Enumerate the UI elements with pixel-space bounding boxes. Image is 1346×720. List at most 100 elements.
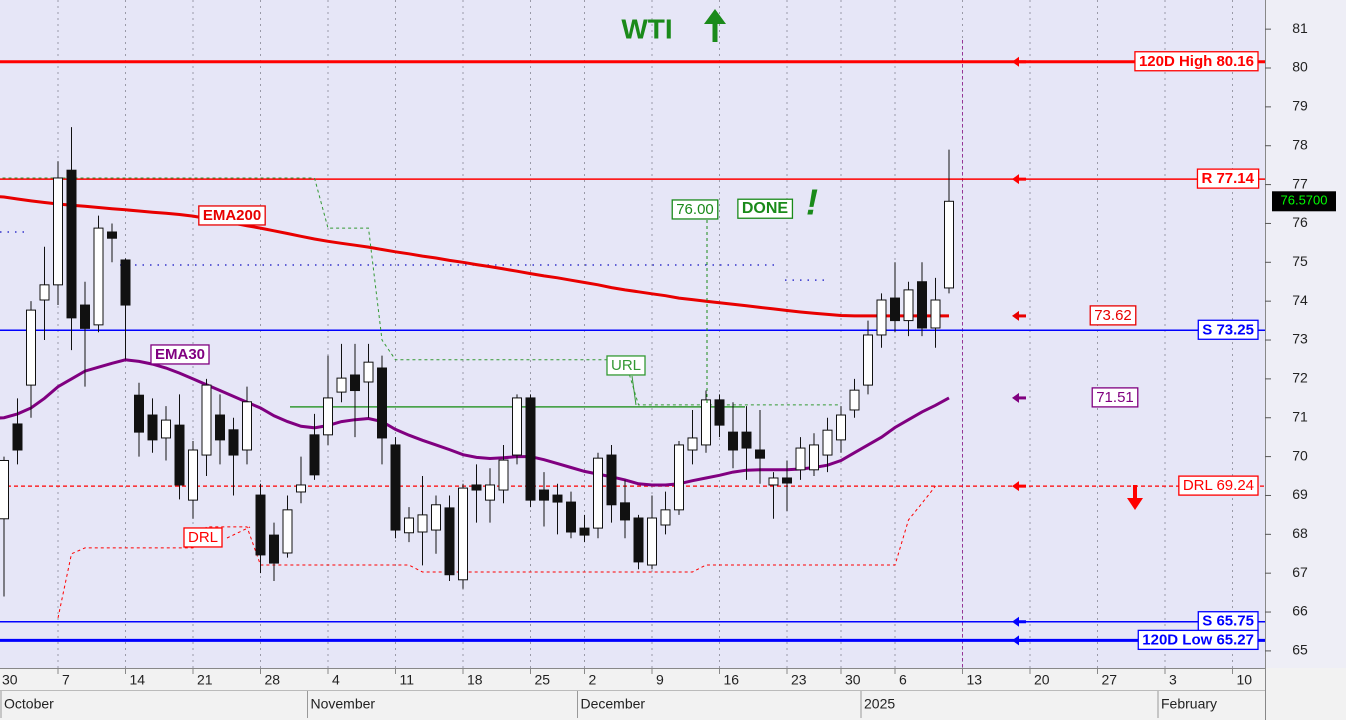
level-label: S 73.25 <box>1197 319 1259 340</box>
last-price-label: 76.5700 <box>1281 193 1328 208</box>
y-axis-background <box>1265 0 1346 668</box>
candle-body <box>890 297 900 322</box>
candle-body <box>390 444 401 531</box>
x-tick-label: 3 <box>1169 672 1177 688</box>
level-label-text: S 65.75 <box>1202 613 1254 630</box>
candle-body <box>471 484 482 491</box>
annotation-title: WTI <box>621 13 672 44</box>
series-end-label-text: 73.62 <box>1094 307 1132 324</box>
candle-body <box>147 414 158 441</box>
up-arrow-head <box>704 9 726 24</box>
y-tick-label: 67 <box>1292 564 1308 580</box>
y-tick-label: 74 <box>1292 292 1308 308</box>
series-line <box>0 358 950 487</box>
series-label-text: DRL <box>188 529 218 546</box>
candle-body <box>782 477 792 484</box>
candle-body <box>647 517 657 566</box>
candle-body <box>242 401 252 451</box>
last-price-box <box>1272 191 1336 212</box>
candle-body <box>39 284 50 301</box>
candle-body <box>566 501 576 533</box>
x-tick-label: 10 <box>1237 672 1253 688</box>
candle-body <box>201 384 212 456</box>
month-label: November <box>311 696 376 712</box>
candle-body <box>120 259 131 306</box>
level-arrow-head <box>1012 174 1019 185</box>
candle-body <box>660 509 671 526</box>
level-arrow-head <box>1012 635 1019 646</box>
series-end-label-text: 71.51 <box>1096 389 1134 406</box>
series-line <box>0 195 949 318</box>
candle-body <box>323 397 333 436</box>
y-tick-label: 79 <box>1292 98 1308 114</box>
series-label: URL <box>606 355 646 376</box>
down-arrow-head <box>1127 498 1143 510</box>
candle-body <box>431 504 441 531</box>
candle-body <box>417 514 428 533</box>
candle-body <box>552 494 563 503</box>
y-tick-label: 75 <box>1292 253 1308 269</box>
x-tick-label: 20 <box>1034 672 1050 688</box>
y-tick-label: 77 <box>1292 175 1308 191</box>
candle-body <box>134 394 144 433</box>
candle-body <box>768 477 779 486</box>
candle-body <box>620 502 630 521</box>
x-tick-label: 23 <box>791 672 807 688</box>
x-tick-label: 27 <box>1102 672 1118 688</box>
candle-body <box>701 399 711 446</box>
y-tick-label: 70 <box>1292 447 1308 463</box>
candle-body <box>53 177 63 286</box>
series-end-arrow-head <box>1012 392 1019 403</box>
candle-body <box>26 309 36 386</box>
annotation-mark: ! <box>806 182 818 223</box>
x-tick-label: 25 <box>535 672 551 688</box>
candle-body <box>579 527 590 536</box>
x-tick-label: 2 <box>589 672 597 688</box>
candle-body <box>512 397 522 456</box>
series-label-text: URL <box>611 357 641 374</box>
candle-body <box>633 517 644 563</box>
annotation-box-text: 76.00 <box>676 201 714 218</box>
x-tick-label: 6 <box>899 672 907 688</box>
level-label-text: S 73.25 <box>1202 321 1254 338</box>
annotation-box: 76.00 <box>671 199 719 220</box>
x-tick-label: 11 <box>400 672 415 688</box>
annotation-box-text: DONE <box>742 200 789 217</box>
drl-pointer <box>226 526 251 539</box>
candle-body <box>714 399 725 426</box>
candle-body <box>498 459 509 491</box>
annotation-box-box <box>671 199 719 220</box>
candle-body <box>215 414 225 441</box>
candle-body <box>944 200 954 289</box>
candle-body <box>606 454 617 506</box>
y-tick-label: 72 <box>1292 370 1308 386</box>
series-label-box <box>198 205 266 226</box>
candle-body <box>404 517 414 534</box>
level-label: 120D Low 65.27 <box>1137 629 1259 651</box>
x-tick-label: 4 <box>332 672 340 688</box>
x-tick-label: 9 <box>656 672 664 688</box>
level-label: S 65.75 <box>1197 611 1259 632</box>
candle-body <box>930 299 941 329</box>
plot-background <box>0 0 1265 668</box>
series-end-label: 73.62 <box>1089 305 1137 326</box>
candle-body <box>863 334 873 386</box>
candle-body <box>350 374 360 392</box>
candle-body <box>309 434 320 476</box>
level-label-text: DRL 69.24 <box>1183 477 1254 494</box>
series-label-box <box>183 527 223 548</box>
month-label: October <box>4 696 54 712</box>
candle-body <box>12 423 23 451</box>
annotation-box: DONE <box>737 198 794 219</box>
candle-body <box>363 361 374 383</box>
series-label-box <box>150 344 210 365</box>
series-label-box <box>606 355 646 376</box>
level-label-box <box>1134 51 1259 72</box>
series-line <box>0 177 841 406</box>
candle-body <box>903 289 914 322</box>
x-axis-background <box>0 668 1346 720</box>
candle-body <box>296 484 306 493</box>
candle-body <box>728 431 738 451</box>
month-label: December <box>581 696 646 712</box>
level-label: DRL 69.24 <box>1178 475 1259 496</box>
